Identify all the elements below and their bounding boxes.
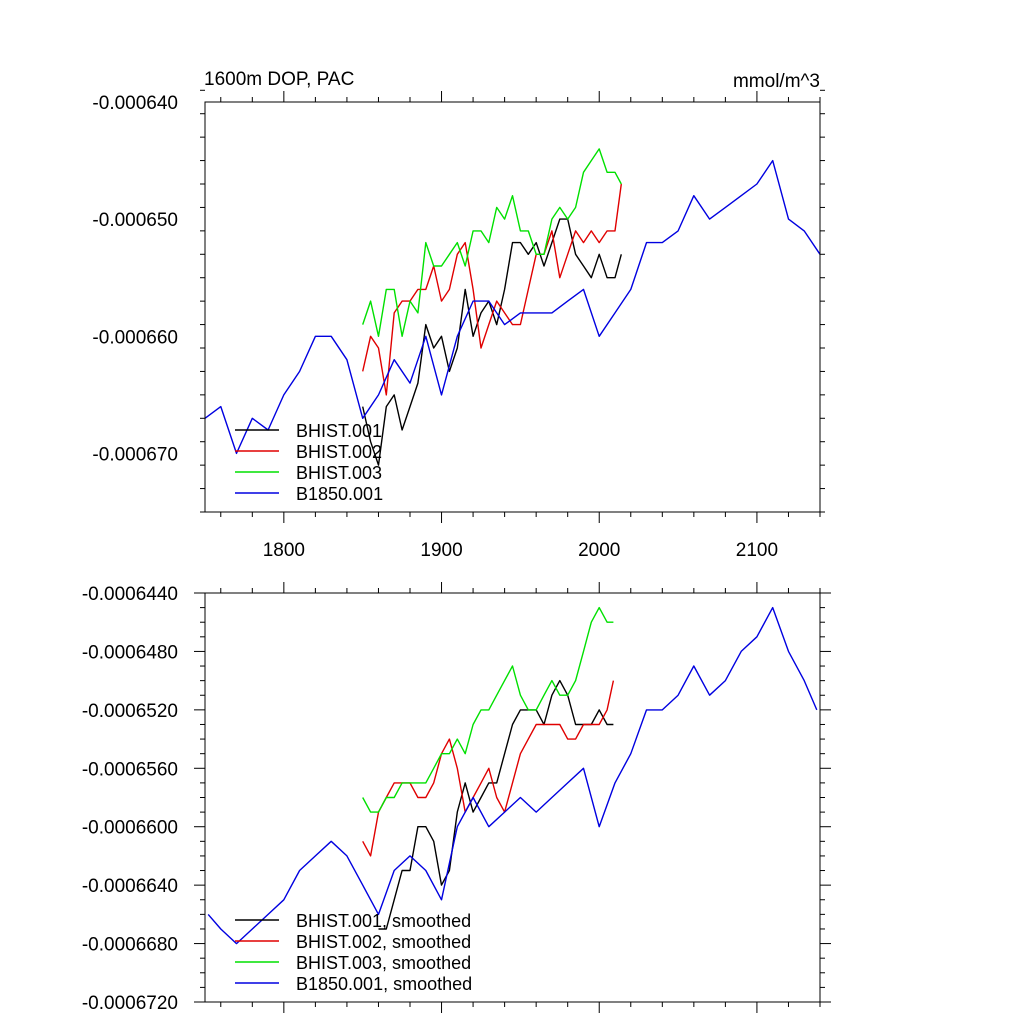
x-tick-label: 2000: [578, 540, 620, 561]
y-tick-label: -0.0006480: [82, 642, 178, 663]
y-tick-label: -0.0006560: [82, 759, 178, 780]
legend-label: B1850.001, smoothed: [296, 974, 472, 994]
legend-label: BHIST.003, smoothed: [296, 953, 471, 973]
series-line-1-0: [378, 679, 614, 930]
legend-label: BHIST.002, smoothed: [296, 932, 471, 952]
legend-label: B1850.001: [296, 484, 383, 504]
legend-label: BHIST.001, smoothed: [296, 911, 471, 931]
plot-frame: [204, 101, 821, 513]
series-line-0-0: [362, 218, 622, 466]
series-line-1-1: [362, 680, 615, 857]
y-tick-label: -0.0006440: [82, 584, 178, 605]
legend-label: BHIST.002: [296, 442, 382, 462]
x-tick-label: 2100: [736, 540, 778, 561]
series-line-1-2: [362, 606, 614, 813]
y-tick-label: -0.0006520: [82, 701, 178, 722]
y-tick-label: -0.000640: [92, 93, 178, 114]
y-tick-label: -0.0006600: [82, 818, 178, 839]
top-panel: 1600m DOP, PAC mmol/m^3 1800 1900 2000 2100…: [92, 69, 825, 561]
y-tick-label: -0.0006640: [82, 876, 178, 897]
series-line-1-3: [207, 606, 818, 945]
y-tick-label: -0.000670: [92, 444, 178, 465]
legend-label: BHIST.001: [296, 421, 382, 441]
y-tick-label: -0.0006680: [82, 935, 178, 956]
y-tick-label: -0.000660: [92, 327, 178, 348]
series-line-0-1: [362, 183, 622, 396]
y-tick-label: -0.0006720: [82, 993, 178, 1014]
series-line-0-3: [204, 159, 821, 455]
x-tick-label: 1800: [263, 540, 305, 561]
series-line-0-2: [362, 148, 622, 337]
bottom-panel: -0.0006440 -0.0006480 -0.0006520 -0.0006560…: [82, 582, 831, 1014]
x-tick-label: 1900: [420, 540, 462, 561]
legend-label: BHIST.003: [296, 463, 382, 483]
y-tick-label: -0.000650: [92, 210, 178, 231]
top-panel-title: 1600m DOP, PAC: [204, 69, 354, 90]
top-panel-units: mmol/m^3: [733, 71, 820, 92]
